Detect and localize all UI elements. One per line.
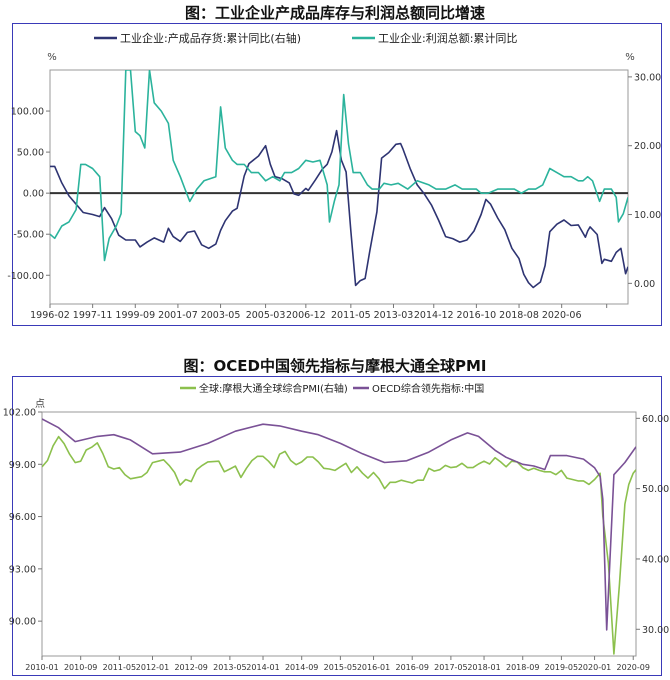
chart1-y-tick-label: 100.00 [11,107,44,118]
chart1-x-tick-label: 1996-02 [30,310,70,321]
chart2-x-tick-label: 2010-01 [25,663,58,672]
legend-label-inventory: 工业企业:产成品存货:累计同比(右轴) [120,31,301,45]
chart1-x-tick-label: 2005-03 [246,310,286,321]
chart1-y-tick-label: 0.00 [23,189,44,200]
chart1-x-tick-label: 2003-05 [201,310,241,321]
chart1-series-profit [50,70,628,262]
chart2-x-tick-label: 2014-09 [285,663,318,672]
chart1-left-unit: % [47,52,57,63]
chart2-left-unit: 点 [35,398,45,410]
chart2-x-tick-label: 2012-01 [136,663,169,672]
chart2-y-right-tick-label: 50.00 [642,484,669,495]
chart1-frame [12,23,662,326]
chart1-x-tick-label: 2016-10 [457,310,497,321]
chart1-x-tick-label: 2014-12 [414,310,454,321]
chart2-x-tick-label: 2018-09 [506,663,539,672]
chart2-y-tick-label: 102.00 [3,408,36,419]
chart1-x-tick-label: 2011-05 [331,310,371,321]
chart2-x-tick-label: 2016-01 [357,663,390,672]
chart2-legend: 全球:摩根大通全球综合PMI(右轴) OECD综合领先指标:中国 [180,382,484,395]
chart1-x-tick-label: 2018-08 [499,310,539,321]
chart1-y-tick-label: 50.00 [17,148,44,159]
chart1-svg: 工业企业:产成品存货:累计同比(右轴) 工业企业:利润总额:累计同比 % % 1… [7,31,661,321]
chart2-y-right-tick-label: 40.00 [642,554,669,565]
chart1-y-tick-label: -50.00 [13,230,44,241]
chart2-x-tick-label: 2019-05 [545,663,578,672]
chart1-y-tick-label: -100.00 [7,271,44,282]
legend-label-pmi: 全球:摩根大通全球综合PMI(右轴) [199,382,348,395]
chart1-legend: 工业企业:产成品存货:累计同比(右轴) 工业企业:利润总额:累计同比 [94,31,517,45]
chart2-x-tick-label: 2013-05 [213,663,246,672]
chart2-title: 图：OCED中国领先指标与摩根大通全球PMI [183,357,487,375]
chart2-series-pmi [42,435,636,655]
chart2-x-tick-label: 2012-09 [174,663,207,672]
chart1-y-right-tick-label: 20.00 [634,141,661,152]
chart2-y-tick-label: 93.00 [9,564,36,575]
legend-label-oecd: OECD综合领先指标:中国 [372,382,484,395]
chart2-plot-area [41,411,637,657]
chart1-series-inventory [50,129,628,289]
chart1-x-tick-label: 1997-11 [73,310,113,321]
chart2-x-tick-label: 2018-01 [467,663,500,672]
chart1-title: 图：工业企业产成品库存与利润总额同比增速 [184,4,485,22]
chart2-x-tick-label: 2011-05 [103,663,136,672]
chart1-x-tick-label: 2013-03 [374,310,414,321]
chart2-x-tick-label: 2017-05 [434,663,467,672]
chart1-x-tick-label: 2006-12 [286,310,326,321]
chart2-x-tick-label: 2016-09 [395,663,428,672]
chart1-y-right-tick-label: 10.00 [634,210,661,221]
chart1-y-right-tick-label: 30.00 [634,72,661,83]
chart1-x-tick-label: 2001-07 [158,310,198,321]
chart2-frame [12,376,662,676]
chart2-y-tick-label: 99.00 [9,460,36,471]
chart2-x-tick-label: 2020-01 [578,663,611,672]
chart2-series-oecd [42,418,636,631]
chart2-y-right-tick-label: 60.00 [642,414,669,425]
chart1-y-right-tick-label: 0.00 [634,279,655,290]
chart1-right-unit: % [625,52,635,63]
chart2-x-tick-label: 2015-05 [324,663,357,672]
chart2-x-tick-label: 2020-09 [617,663,650,672]
chart2-y-tick-label: 90.00 [9,617,36,628]
chart2-x-tick-label: 2010-09 [64,663,97,672]
legend-label-profit: 工业企业:利润总额:累计同比 [378,31,517,45]
chart1-plot-area [49,69,629,305]
chart2-x-tick-label: 2014-01 [246,663,279,672]
chart2-y-tick-label: 96.00 [9,512,36,523]
chart1-x-tick-label: 1999-09 [115,310,155,321]
chart2-y-right-tick-label: 30.00 [642,625,669,636]
chart1-x-tick-label: 2020-06 [542,310,582,321]
